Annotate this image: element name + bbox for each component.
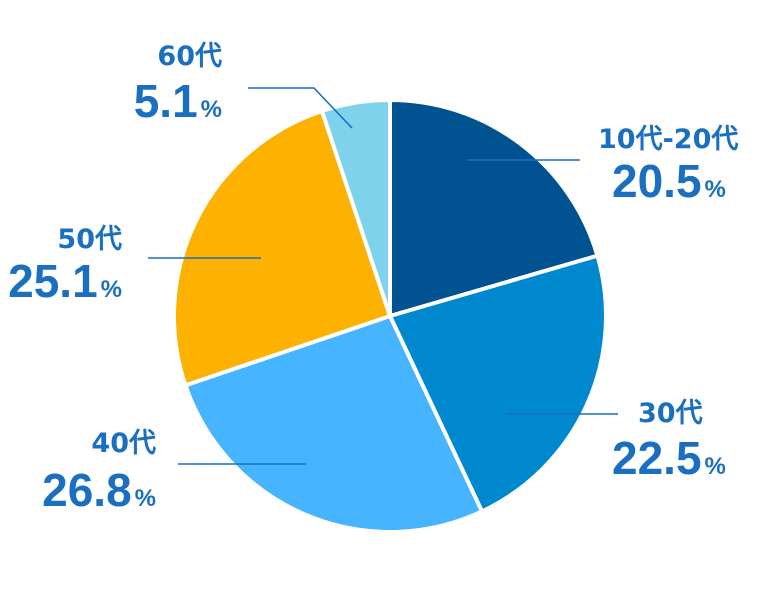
slice-category-label: 30代: [638, 398, 703, 429]
slice-category-label: 60代: [157, 41, 222, 72]
slice-value-label: 25.1%: [8, 255, 122, 307]
leader-line: [248, 87, 353, 129]
leader-lines: [148, 87, 618, 465]
slice-value-unit: %: [201, 96, 222, 123]
pie-slice: [388, 253, 608, 514]
slice-value-number: 20.5: [612, 155, 702, 207]
pie-slice: [172, 109, 392, 388]
pie-slices: [172, 98, 608, 534]
slice-category-label: 10代-20代: [598, 124, 738, 155]
slice-category-label: 40代: [91, 428, 156, 459]
slice-value-unit: %: [101, 276, 122, 303]
slice-value-number: 26.8: [42, 464, 132, 516]
slice-value-number: 5.1: [134, 75, 198, 127]
slice-value-label: 22.5%: [612, 432, 726, 484]
pie-slice: [319, 98, 392, 318]
slice-value-number: 22.5: [612, 432, 702, 484]
slice-value-label: 5.1%: [134, 75, 222, 127]
pie-slice: [183, 314, 484, 534]
slice-category-label: 50代: [57, 224, 122, 255]
slice-value-unit: %: [705, 176, 726, 203]
slice-value-label: 20.5%: [612, 155, 726, 207]
slice-value-number: 25.1: [8, 255, 98, 307]
pie-slice: [388, 98, 600, 318]
slice-value-label: 26.8%: [42, 464, 156, 516]
slice-value-unit: %: [135, 485, 156, 512]
slice-value-unit: %: [705, 453, 726, 480]
